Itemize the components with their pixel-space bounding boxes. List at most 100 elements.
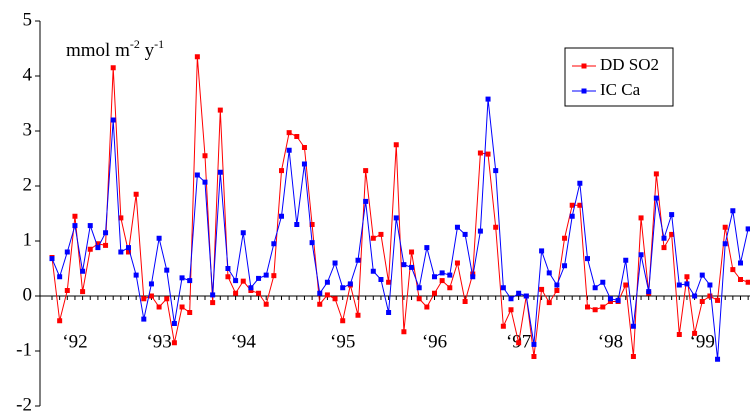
series-line bbox=[51, 99, 749, 360]
point bbox=[623, 282, 629, 288]
point bbox=[416, 285, 422, 291]
legend-marker bbox=[581, 63, 587, 69]
point bbox=[607, 296, 613, 302]
point bbox=[439, 270, 445, 276]
point bbox=[210, 300, 216, 306]
point bbox=[133, 272, 139, 278]
point bbox=[240, 278, 246, 284]
point bbox=[715, 356, 721, 362]
point bbox=[462, 231, 468, 237]
point bbox=[707, 293, 713, 299]
point bbox=[722, 224, 728, 230]
point bbox=[592, 285, 598, 291]
point bbox=[401, 329, 407, 335]
point bbox=[80, 289, 86, 295]
unit-exp: -2 bbox=[130, 37, 140, 51]
point bbox=[485, 151, 491, 157]
point bbox=[324, 279, 330, 285]
point bbox=[110, 117, 116, 123]
point bbox=[64, 288, 70, 293]
point bbox=[554, 288, 560, 293]
point bbox=[110, 65, 116, 71]
x-tick-label: ‘96 bbox=[422, 331, 447, 352]
point bbox=[516, 290, 522, 296]
x-tick-label: ‘93 bbox=[146, 331, 171, 352]
point bbox=[432, 274, 437, 280]
point bbox=[546, 300, 552, 306]
point bbox=[141, 316, 147, 322]
point bbox=[386, 310, 392, 315]
point bbox=[72, 223, 78, 229]
point bbox=[256, 290, 262, 296]
point bbox=[393, 215, 399, 221]
point bbox=[531, 341, 537, 347]
point bbox=[309, 240, 315, 246]
point bbox=[523, 293, 529, 299]
point bbox=[141, 296, 147, 302]
point bbox=[569, 213, 575, 219]
legend-label: IC Ca bbox=[600, 80, 641, 99]
point bbox=[424, 304, 430, 310]
y-tick-label: -2 bbox=[16, 394, 32, 415]
point bbox=[332, 296, 338, 302]
point bbox=[454, 260, 460, 266]
point bbox=[271, 241, 277, 247]
point bbox=[263, 272, 269, 278]
x-tick-label: ‘94 bbox=[231, 331, 257, 352]
point bbox=[187, 310, 193, 315]
point bbox=[126, 249, 131, 255]
point bbox=[738, 277, 743, 282]
point bbox=[171, 321, 177, 326]
point bbox=[393, 142, 399, 148]
point bbox=[386, 279, 392, 285]
point bbox=[409, 264, 415, 270]
point bbox=[554, 282, 560, 288]
point bbox=[699, 299, 705, 304]
point bbox=[171, 340, 177, 346]
point bbox=[409, 249, 415, 255]
point bbox=[126, 245, 131, 251]
point bbox=[271, 273, 277, 279]
point bbox=[148, 293, 154, 299]
point bbox=[57, 318, 63, 324]
point bbox=[730, 208, 736, 214]
point bbox=[477, 228, 483, 234]
point bbox=[202, 179, 208, 185]
point bbox=[332, 260, 338, 266]
unit: y bbox=[140, 40, 155, 61]
legend-box bbox=[564, 47, 674, 107]
legend-label: DD SO2 bbox=[600, 55, 659, 74]
y-tick-label: 4 bbox=[23, 64, 33, 85]
point bbox=[324, 292, 330, 298]
point bbox=[661, 235, 667, 241]
point bbox=[286, 147, 292, 153]
point bbox=[424, 245, 430, 251]
point bbox=[118, 249, 124, 255]
point bbox=[179, 275, 185, 281]
point bbox=[699, 272, 705, 278]
point bbox=[600, 279, 606, 285]
point bbox=[248, 288, 254, 293]
point bbox=[279, 213, 284, 219]
point bbox=[630, 354, 636, 359]
x-tick-label: ‘99 bbox=[690, 331, 715, 352]
point bbox=[738, 260, 743, 266]
point bbox=[263, 301, 269, 307]
point bbox=[676, 282, 682, 288]
y-tick-label: 0 bbox=[23, 284, 33, 305]
point bbox=[248, 285, 254, 291]
point bbox=[378, 231, 384, 237]
point bbox=[148, 281, 154, 287]
point bbox=[462, 299, 468, 304]
y-tick-label: 1 bbox=[23, 229, 33, 250]
point bbox=[493, 168, 499, 174]
point bbox=[95, 245, 101, 251]
point bbox=[477, 150, 483, 156]
point bbox=[156, 235, 162, 241]
point bbox=[692, 330, 698, 336]
point bbox=[592, 307, 598, 313]
point bbox=[64, 249, 70, 255]
point bbox=[194, 54, 200, 60]
point bbox=[187, 278, 193, 284]
unit: mmol m bbox=[66, 40, 130, 61]
